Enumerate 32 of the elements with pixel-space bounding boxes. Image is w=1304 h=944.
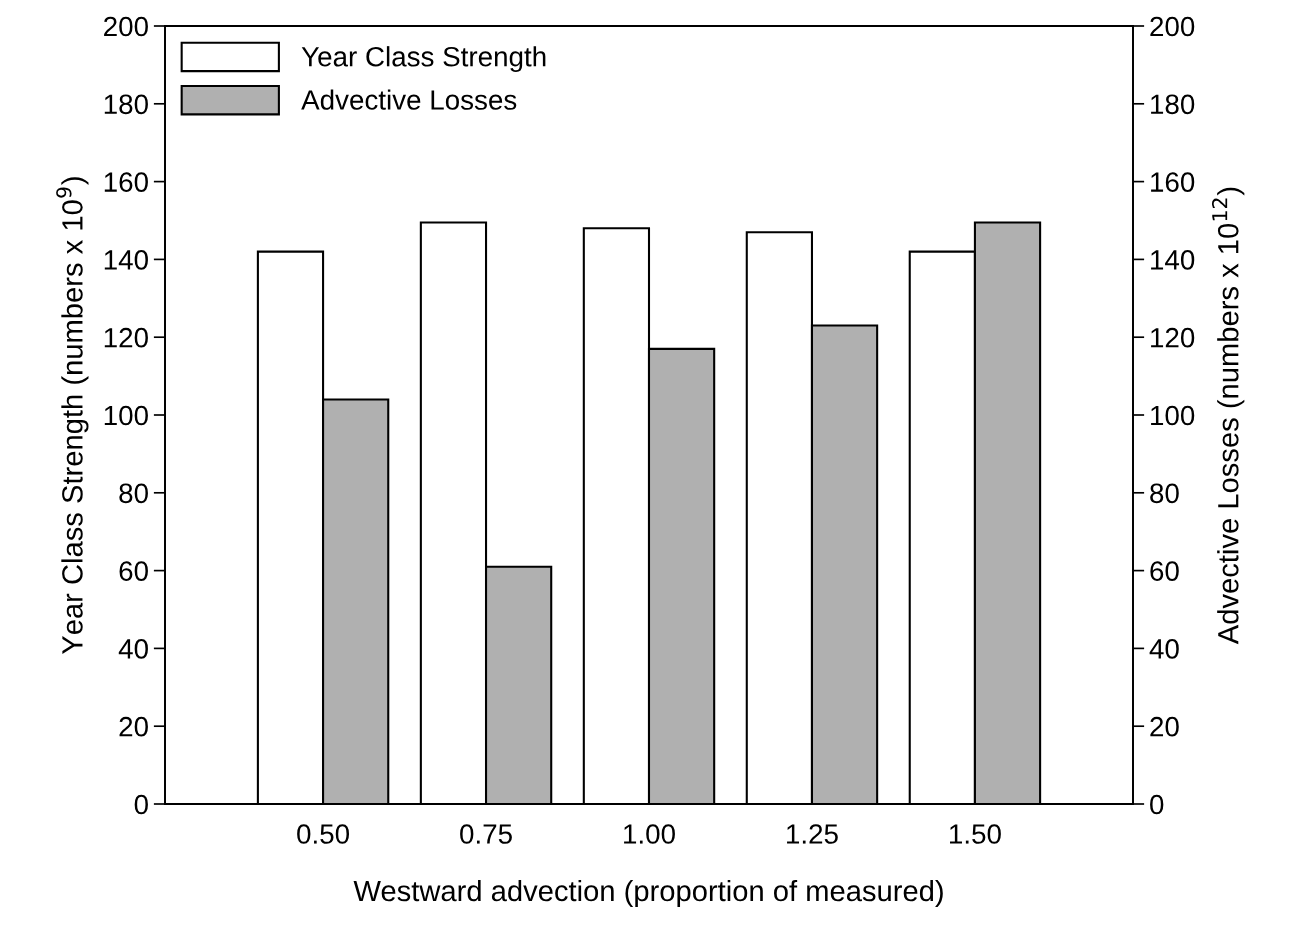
y-tick-label: 160 xyxy=(104,172,148,192)
x-axis-title: Westward advection (proportion of measured) xyxy=(353,879,943,908)
y-tick-label: 60 xyxy=(119,561,148,581)
y2-tick-label: 120 xyxy=(1151,327,1195,348)
y-tick-label: 120 xyxy=(104,327,148,348)
y-tick-label: 80 xyxy=(119,483,148,504)
y-tick-label: 20 xyxy=(119,716,148,737)
y-tick-label: 200 xyxy=(104,16,148,37)
y2-tick-label: 160 xyxy=(1151,172,1195,192)
y2-tick-label: 180 xyxy=(1151,94,1195,115)
x-tick-label: 1.50 xyxy=(950,824,1001,844)
y-tick-label: 140 xyxy=(104,250,148,270)
x-tick-label: 1.00 xyxy=(624,824,675,844)
y2-tick-label: 0 xyxy=(1150,794,1164,815)
y2-tick-label: 80 xyxy=(1150,483,1179,504)
y2-tick-label: 140 xyxy=(1151,250,1195,270)
x-tick-label: 0.75 xyxy=(460,824,512,844)
legend-label: Advective Losses xyxy=(301,89,517,110)
x-tick-label: 1.25 xyxy=(787,824,838,844)
legend-label: Year Class Strength xyxy=(301,46,546,73)
y2-tick-label: 60 xyxy=(1150,561,1179,581)
y-tick-label: 40 xyxy=(118,639,148,659)
x-tick-label: 0.50 xyxy=(297,824,350,844)
y2-tick-label: 40 xyxy=(1149,639,1179,659)
y2-axis-title: Advective Losses (numbers x 10$^{12}$) xyxy=(1211,187,1245,645)
y2-tick-label: 20 xyxy=(1150,716,1179,737)
y2-tick-label: 200 xyxy=(1150,16,1195,37)
y-tick-label: 0 xyxy=(134,794,148,815)
y2-tick-label: 100 xyxy=(1151,405,1195,426)
y-tick-label: 100 xyxy=(104,405,148,426)
y-axis-title: Year Class Strength (numbers x 10$^{9}$) xyxy=(56,177,89,655)
y-tick-label: 180 xyxy=(104,94,148,115)
